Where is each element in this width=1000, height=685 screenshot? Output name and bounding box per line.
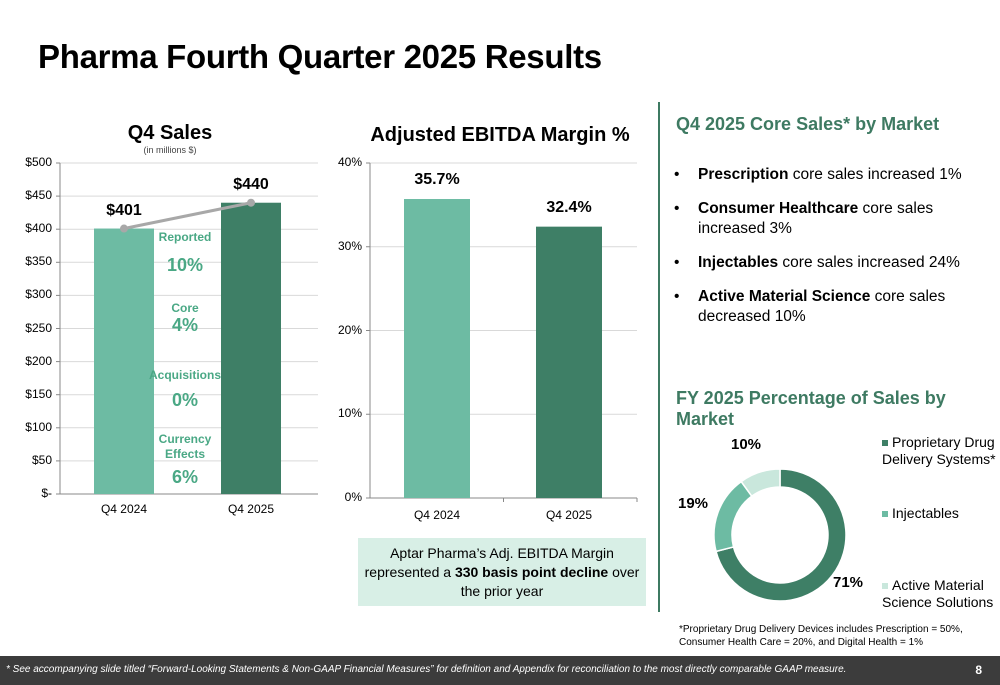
data-label: $401: [106, 201, 142, 219]
footer-disclaimer: * See accompanying slide titled “Forward…: [6, 664, 847, 675]
trend-point: [247, 198, 255, 207]
y-tick-label: 40%: [337, 155, 362, 169]
growth-value-currency: 6%: [171, 467, 198, 487]
core-sales-list: • Prescription core sales increased 1% • C…: [674, 165, 994, 341]
y-tick-label: $400: [25, 221, 52, 236]
ebitda-note-box: Aptar Pharma’s Adj. EBITDA Margin repres…: [358, 538, 646, 606]
growth-value-core: 4%: [171, 315, 198, 335]
data-label: $440: [233, 175, 269, 193]
growth-value-acquisitions: 0%: [171, 390, 198, 410]
x-category-label: Q4 2024: [100, 502, 148, 516]
legend-swatch: [882, 511, 888, 518]
x-category-label: Q4 2024: [413, 508, 461, 522]
bar: [94, 228, 154, 494]
y-tick-label: 10%: [337, 406, 362, 421]
ebitda-note: Aptar Pharma’s Adj. EBITDA Margin repres…: [364, 545, 640, 599]
y-tick-label: 20%: [337, 322, 362, 337]
y-tick-label: $150: [25, 386, 52, 401]
growth-value-reported: 10%: [166, 255, 204, 275]
bar: [404, 199, 470, 498]
y-tick-label: $350: [25, 254, 52, 269]
growth-label-currency: Currency Effects: [158, 432, 212, 461]
y-tick-label: $450: [25, 188, 52, 203]
y-tick-label: $100: [25, 419, 52, 434]
list-item: • Injectables core sales increased 24%: [674, 254, 960, 271]
legend-swatch: [882, 440, 888, 447]
bar: [536, 226, 602, 498]
ebitda-title: Adjusted EBITDA Margin %: [370, 124, 630, 146]
list-item: • Prescription core sales increased 1%: [674, 166, 962, 183]
legend-item-pdd: Proprietary Drug Delivery Systems*: [882, 434, 996, 467]
growth-label-acquisitions: Acquisitions: [148, 368, 221, 382]
y-tick-label: $300: [25, 287, 52, 302]
y-tick-label: $250: [25, 320, 52, 335]
donut-slice: [715, 468, 847, 602]
q4-sales-subtitle: (in millions $): [143, 145, 197, 155]
donut-slice: [713, 480, 753, 553]
ebitda-chart: [366, 162, 638, 502]
core-sales-heading: Q4 2025 Core Sales* by Market: [676, 114, 940, 134]
fy-sales-footnote: *Proprietary Drug Delivery Devices inclu…: [679, 624, 963, 648]
growth-label-reported: Reported: [158, 230, 212, 244]
y-tick-label: 0%: [344, 490, 362, 504]
donut-slice: [740, 468, 781, 498]
q4-sales-chart: [56, 162, 638, 502]
fy-sales-donut: [713, 468, 847, 602]
x-category-label: Q4 2025: [545, 508, 593, 522]
legend-swatch: [882, 583, 888, 590]
list-item: • Active Material Science core sales decr…: [674, 288, 946, 325]
y-tick-label: $-: [41, 486, 52, 500]
page-title: Pharma Fourth Quarter 2025 Results: [38, 38, 602, 75]
y-tick-label: 30%: [337, 238, 362, 253]
data-label: 35.7%: [414, 171, 460, 188]
growth-label-core: Core: [171, 301, 199, 315]
trend-point: [120, 224, 128, 233]
q4-sales-title: Q4 Sales: [127, 122, 213, 144]
donut-value-label: 71%: [833, 574, 864, 591]
page-number: 8: [975, 663, 982, 677]
bar: [221, 202, 281, 494]
y-tick-label: $50: [31, 452, 52, 467]
donut-value-label: 19%: [678, 495, 709, 512]
x-category-label: Q4 2025: [227, 502, 275, 516]
y-tick-label: $500: [25, 155, 52, 169]
list-item: • Consumer Healthcare core sales increase…: [674, 200, 934, 237]
donut-value-label: 10%: [731, 436, 762, 453]
divider-line: [658, 102, 660, 612]
legend-item-ams: Active Material Science Solutions: [882, 577, 994, 610]
y-tick-label: $200: [25, 353, 52, 368]
trend-line: [123, 201, 252, 231]
fy-sales-heading: FY 2025 Percentage of Sales by Market: [676, 388, 946, 429]
legend-item-injectables: Injectables: [882, 505, 997, 522]
footer-bar: * See accompanying slide titled “Forward…: [0, 656, 1000, 685]
data-label: 32.4%: [546, 198, 592, 216]
